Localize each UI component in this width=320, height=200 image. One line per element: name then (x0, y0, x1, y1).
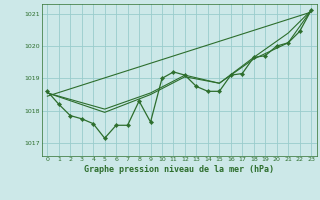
X-axis label: Graphe pression niveau de la mer (hPa): Graphe pression niveau de la mer (hPa) (84, 165, 274, 174)
